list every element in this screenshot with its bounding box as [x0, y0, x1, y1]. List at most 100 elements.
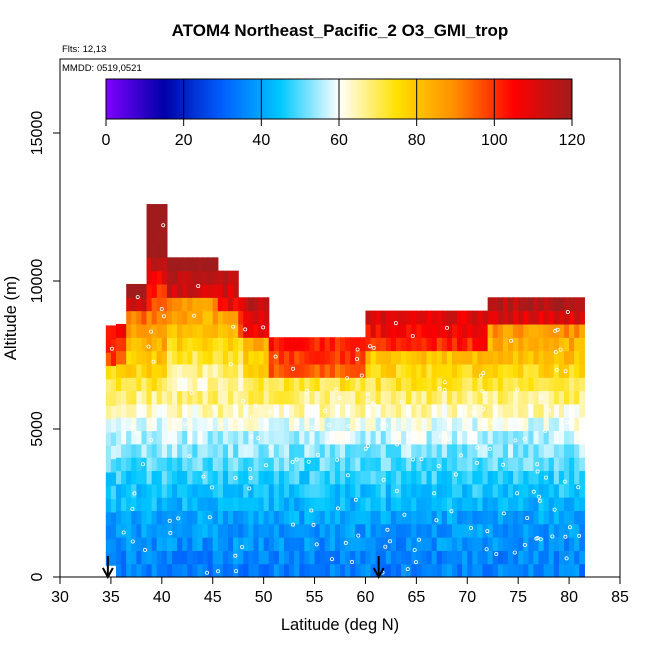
heatmap-cell — [294, 550, 300, 565]
heatmap-cell — [136, 457, 143, 472]
heatmap-cell — [569, 323, 575, 338]
heatmap-cell — [172, 350, 178, 365]
heatmap-cell — [462, 457, 468, 472]
heatmap-cell — [477, 390, 484, 405]
heatmap-cell — [253, 350, 260, 365]
heatmap-cell — [212, 323, 219, 338]
heatmap-cell — [401, 403, 407, 418]
heatmap-cell — [431, 457, 438, 472]
heatmap-cell — [574, 483, 580, 498]
heatmap-cell — [350, 563, 356, 578]
heatmap-cell — [253, 390, 260, 405]
sample-point — [474, 460, 479, 465]
heatmap-cell — [553, 537, 560, 551]
heatmap-cell — [446, 443, 453, 458]
heatmap-cell — [228, 403, 234, 418]
heatmap-cell — [375, 363, 382, 378]
heatmap-cell — [309, 510, 316, 525]
heatmap-cell — [156, 523, 163, 538]
heatmap-cell — [151, 244, 158, 258]
heatmap-cell — [151, 350, 158, 365]
heatmap-cell — [345, 497, 351, 511]
heatmap-cell — [146, 430, 153, 445]
heatmap-cell — [431, 537, 438, 551]
heatmap-cell — [513, 457, 519, 472]
sample-point — [161, 314, 166, 319]
heatmap-cell — [233, 337, 239, 352]
heatmap-cell — [431, 483, 438, 498]
heatmap-cell — [243, 350, 249, 365]
heatmap-cell — [523, 310, 529, 325]
heatmap-cell — [228, 563, 234, 578]
heatmap-cell — [243, 457, 249, 472]
heatmap-cell — [533, 377, 540, 392]
heatmap-cell — [166, 430, 173, 445]
heatmap-cell — [202, 377, 209, 392]
heatmap-cell — [564, 497, 570, 511]
heatmap-cell — [431, 350, 438, 365]
sample-point — [306, 459, 311, 464]
heatmap-cell — [553, 390, 560, 405]
heatmap-cell — [278, 483, 285, 498]
sample-point — [419, 457, 424, 462]
heatmap-cell — [243, 497, 249, 511]
heatmap-cell — [105, 392, 112, 406]
heatmap-cell — [355, 497, 361, 511]
heatmap-cell — [110, 378, 117, 393]
heatmap-cell — [233, 523, 239, 538]
heatmap-cell — [304, 470, 311, 485]
heatmap-cell — [243, 443, 249, 458]
heatmap-cell — [385, 497, 392, 511]
heatmap-cell — [528, 390, 535, 405]
heatmap-cell — [558, 483, 565, 498]
heatmap-cell — [192, 297, 199, 312]
heatmap-cell — [477, 403, 484, 418]
heatmap-cell — [355, 403, 361, 418]
heatmap-cell — [161, 270, 168, 285]
sample-point — [385, 527, 390, 532]
heatmap-cell — [523, 323, 529, 338]
heatmap-cell — [222, 390, 229, 405]
heatmap-cell — [401, 497, 407, 511]
heatmap-cell — [156, 230, 163, 245]
heatmap-cell — [289, 430, 295, 445]
heatmap-cell — [462, 470, 468, 485]
heatmap-cell — [416, 377, 423, 392]
heatmap-cell — [324, 350, 331, 365]
heatmap-cell — [258, 390, 265, 405]
heatmap-cell — [365, 470, 372, 485]
heatmap-cell — [166, 270, 173, 285]
heatmap-cell — [426, 310, 433, 325]
x-tick-label: 40 — [153, 589, 171, 606]
heatmap-cell — [121, 497, 127, 511]
heatmap-cell — [217, 390, 224, 405]
heatmap-cell — [411, 337, 417, 352]
heatmap-cell — [487, 430, 494, 445]
heatmap-cell — [462, 550, 468, 565]
x-tick-label: 30 — [51, 589, 69, 606]
heatmap-cell — [416, 483, 423, 498]
heatmap-cell — [177, 350, 183, 365]
heatmap-cell — [492, 310, 499, 325]
heatmap-cell — [253, 483, 260, 498]
sample-point — [538, 395, 543, 400]
heatmap-cell — [497, 337, 504, 352]
heatmap-cell — [502, 403, 509, 418]
heatmap-cell — [146, 337, 153, 352]
heatmap-cell — [238, 323, 244, 338]
heatmap-cell — [309, 430, 316, 445]
heatmap-cell — [457, 323, 463, 338]
heatmap-cell — [131, 417, 137, 432]
heatmap-cell — [222, 283, 229, 298]
heatmap-cell — [370, 417, 377, 432]
heatmap-cell — [161, 550, 168, 565]
heatmap-cell — [172, 363, 178, 378]
heatmap-cell — [126, 297, 132, 312]
heatmap-cell — [502, 510, 509, 525]
heatmap-cell — [151, 430, 158, 445]
heatmap-cell — [304, 483, 311, 498]
heatmap-cell — [548, 550, 555, 565]
heatmap-cell — [131, 323, 137, 338]
sample-point — [291, 366, 296, 371]
heatmap-cell — [497, 510, 504, 525]
